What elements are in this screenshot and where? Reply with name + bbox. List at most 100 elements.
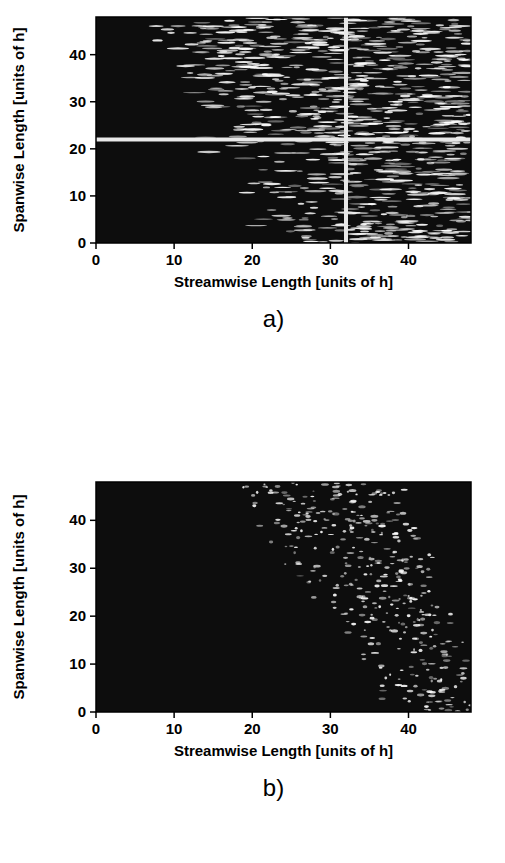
streak <box>360 231 369 233</box>
streak <box>421 75 441 78</box>
streak <box>402 698 407 700</box>
streak <box>384 21 396 23</box>
streak <box>323 518 325 520</box>
streak <box>286 510 292 511</box>
streak <box>376 580 381 583</box>
streak <box>369 40 385 42</box>
streak <box>286 508 292 509</box>
streak <box>454 33 462 35</box>
streak <box>374 199 388 200</box>
streak <box>420 96 431 97</box>
streak <box>358 566 361 568</box>
streak <box>457 100 471 101</box>
streak <box>414 89 427 91</box>
streak <box>398 569 404 572</box>
streak <box>375 223 383 225</box>
streak <box>355 494 357 496</box>
streak <box>459 667 467 669</box>
streak <box>359 228 372 230</box>
streak <box>400 669 404 671</box>
streak <box>359 237 381 239</box>
streak <box>360 515 363 516</box>
streak <box>429 691 435 694</box>
streak <box>463 142 471 144</box>
streak <box>333 490 340 493</box>
streak <box>294 66 300 68</box>
streak <box>391 159 399 161</box>
streak <box>383 574 388 576</box>
streak <box>411 40 432 42</box>
streak <box>374 607 377 608</box>
streak <box>343 557 348 559</box>
streak <box>451 116 466 117</box>
streak <box>445 704 452 705</box>
streak <box>417 174 432 176</box>
x-tick-label: 30 <box>322 720 339 737</box>
streak <box>205 58 225 60</box>
streak <box>310 570 316 572</box>
streak <box>292 49 306 51</box>
streak <box>314 39 324 41</box>
streak <box>392 519 400 520</box>
streak <box>386 612 388 614</box>
streak <box>448 29 461 31</box>
streak <box>458 109 464 111</box>
streak <box>357 556 363 559</box>
streak <box>183 92 206 93</box>
streak <box>376 37 382 38</box>
streak <box>426 232 444 233</box>
streak <box>456 184 463 186</box>
streak <box>326 111 334 112</box>
streak <box>440 142 457 143</box>
streak <box>444 188 462 190</box>
streak <box>318 50 328 52</box>
streak <box>239 95 255 98</box>
streak <box>306 581 311 583</box>
streak <box>328 510 333 512</box>
streak <box>462 660 470 662</box>
streak <box>379 597 387 600</box>
streak <box>381 23 404 24</box>
streak <box>313 115 320 117</box>
streak <box>433 150 456 152</box>
streak <box>258 181 273 182</box>
streak <box>370 110 383 112</box>
streak <box>403 18 416 20</box>
streak <box>298 203 305 205</box>
streak <box>428 202 439 205</box>
streak <box>358 505 365 508</box>
streak <box>395 614 399 617</box>
streak <box>403 523 409 526</box>
streak <box>433 634 437 636</box>
streak <box>399 638 402 640</box>
streak <box>256 25 274 27</box>
streak <box>370 515 378 518</box>
streak <box>296 225 311 227</box>
streak <box>422 37 428 39</box>
x-tick <box>252 243 254 249</box>
streak <box>265 116 288 118</box>
streak <box>167 32 175 34</box>
streak <box>334 211 353 213</box>
streak <box>244 109 259 111</box>
streak <box>444 158 462 159</box>
streak <box>415 675 419 677</box>
streak <box>293 33 309 35</box>
streak <box>215 73 233 75</box>
streak <box>369 637 375 639</box>
streak <box>305 42 328 44</box>
streak <box>205 38 226 40</box>
streak <box>275 80 284 82</box>
streak <box>349 85 369 87</box>
streak <box>235 88 249 90</box>
streak <box>313 500 316 502</box>
streak <box>427 590 430 593</box>
streak <box>333 607 337 609</box>
streak <box>281 525 288 528</box>
streak <box>228 24 239 26</box>
streak <box>364 157 383 159</box>
streak <box>349 38 359 40</box>
streak <box>380 189 392 190</box>
streak <box>396 75 416 76</box>
streak <box>268 134 284 135</box>
